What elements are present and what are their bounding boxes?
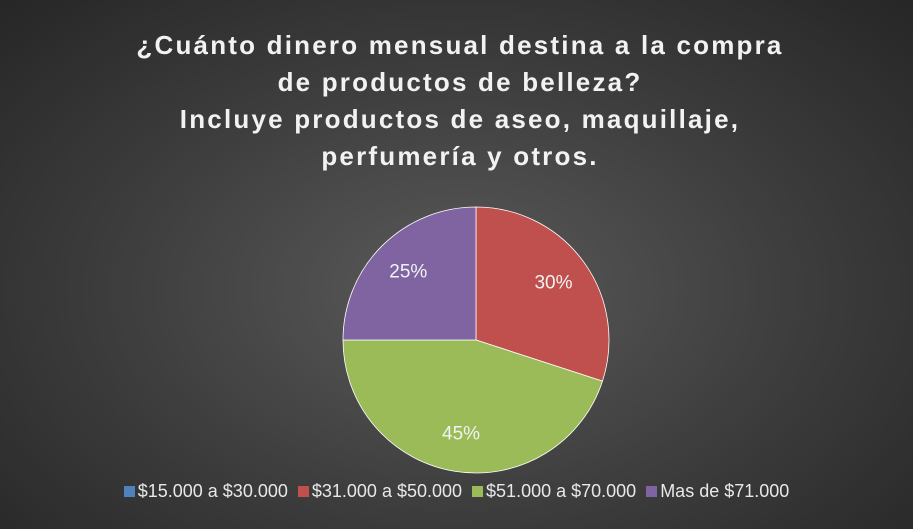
legend-label: $51.000 a $70.000 <box>486 481 637 501</box>
pie-slice <box>342 339 603 474</box>
data-label: 25% <box>389 261 427 282</box>
chart-title: perfumería y otros. <box>321 141 598 171</box>
legend-label: Mas de $71.000 <box>660 481 790 501</box>
legend-item: $51.000 a $70.000 <box>472 481 636 502</box>
legend: $15.000 a $30.000 $31.000 a $50.000 $51.00… <box>0 481 913 502</box>
pie-slice <box>342 206 477 341</box>
legend-swatch <box>646 486 658 497</box>
legend-swatch <box>123 486 135 497</box>
legend-item: $15.000 a $30.000 <box>123 481 288 502</box>
chart-title: de productos de belleza? <box>278 67 643 97</box>
legend-label: $15.000 a $30.000 <box>137 481 288 501</box>
pie-slice <box>475 206 610 382</box>
data-label: 30% <box>534 273 572 294</box>
legend-label: $31.000 a $50.000 <box>311 481 463 501</box>
legend-item: Mas de $71.000 <box>646 481 789 502</box>
legend-swatch <box>472 486 484 497</box>
legend-item: $31.000 a $50.000 <box>297 481 463 502</box>
chart-title: Incluye productos de aseo, maquillaje, <box>180 104 740 134</box>
legend-swatch <box>297 486 309 497</box>
chart-title: ¿Cuánto dinero mensual destina a la comp… <box>136 30 783 60</box>
data-label: 45% <box>442 424 480 445</box>
